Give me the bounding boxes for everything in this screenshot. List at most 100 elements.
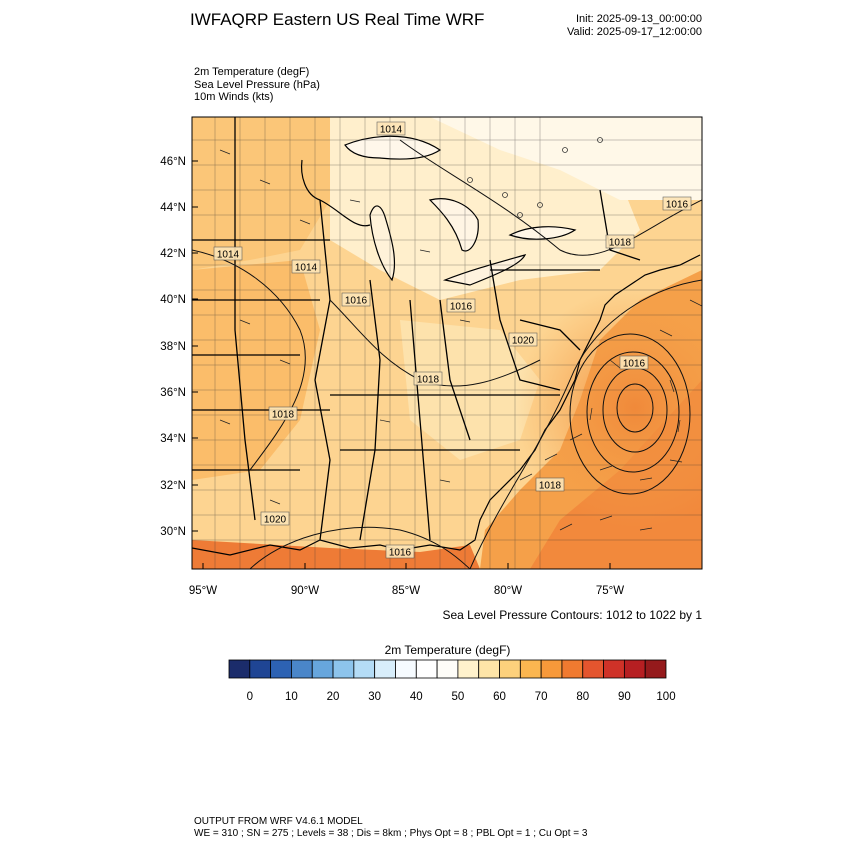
colorbar-box — [644, 659, 667, 679]
pressure-label: 1018 — [605, 234, 635, 249]
colorbar-tick-label: 0 — [247, 691, 253, 703]
pressure-label: 1014 — [291, 259, 321, 274]
svg-text:1016: 1016 — [450, 302, 473, 313]
pressure-label: 1016 — [385, 544, 415, 559]
colorbar-box — [270, 659, 292, 679]
colorbar-box — [249, 659, 272, 679]
calm-wind-circles — [467, 137, 603, 218]
colorbar-box — [540, 659, 563, 679]
svg-text:1016: 1016 — [345, 296, 368, 307]
pressure-label: 1016 — [619, 355, 649, 370]
page-title: IWFAQRP Eastern US Real Time WRF — [190, 10, 485, 29]
colorbar-tick-label: 10 — [285, 691, 298, 703]
field-pressure: Sea Level Pressure (hPa) — [194, 78, 320, 91]
colorbar-tick-labels: 0 10 20 30 40 50 60 70 80 90 100 — [247, 691, 676, 703]
pressure-label: 1018 — [268, 406, 298, 421]
gulf-warm-region — [192, 540, 480, 569]
map-field: 1014 1014 1014 1016 1016 1018 1020 1018 1020 1016… — [192, 117, 702, 569]
colorbar-title: 2m Temperature (degF) — [384, 643, 511, 657]
footer-config: WE = 310 ; SN = 275 ; Levels = 38 ; Dis … — [194, 828, 588, 839]
svg-text:1018: 1018 — [417, 375, 440, 386]
lon-label: 75°W — [596, 585, 624, 597]
contour-note: Sea Level Pressure Contours: 1012 to 102… — [442, 608, 703, 622]
colorbar-box — [311, 659, 334, 679]
svg-text:1016: 1016 — [623, 359, 646, 370]
lon-label: 90°W — [291, 585, 319, 597]
colorbar-tick-label: 60 — [493, 691, 506, 703]
lon-label: 95°W — [189, 585, 217, 597]
weather-map: 1014 1014 1014 1016 1016 1018 1020 1018 1020 1016… — [160, 116, 703, 597]
pressure-label: 1020 — [508, 332, 538, 347]
lat-label: 36°N — [160, 387, 186, 399]
northeast-cool-region — [430, 117, 702, 200]
lon-label: 85°W — [392, 585, 420, 597]
colorbar: 0 10 20 30 40 50 60 70 80 90 100 — [228, 659, 676, 703]
lat-label: 46°N — [160, 156, 186, 168]
lat-label: 34°N — [160, 433, 186, 445]
valid-time: Valid: 2025-09-17_12:00:00 — [567, 26, 702, 38]
run-times: Init: 2025-09-13_00:00:00 Valid: 2025-09… — [520, 13, 702, 39]
lake-ontario — [508, 226, 577, 240]
colorbar-box — [291, 659, 313, 679]
colorbar-box — [353, 659, 376, 679]
lat-label: 30°N — [160, 526, 186, 538]
pressure-label: 1020 — [260, 511, 290, 526]
pressure-label: 1018 — [535, 477, 565, 492]
colorbar-tick-label: 30 — [368, 691, 381, 703]
lake-huron — [428, 198, 479, 252]
svg-text:1016: 1016 — [389, 548, 412, 559]
pressure-label: 1016 — [341, 292, 371, 307]
colorbar-box — [478, 659, 500, 679]
svg-text:1014: 1014 — [295, 263, 318, 274]
colorbar-box — [374, 659, 396, 679]
colorbar-box — [582, 659, 604, 679]
colorbar-box — [603, 659, 625, 679]
field-temperature: 2m Temperature (degF) — [194, 66, 310, 78]
footer-model: OUTPUT FROM WRF V4.6.1 MODEL — [194, 816, 363, 827]
colorbar-tick-label: 70 — [535, 691, 548, 703]
colorbar-tick-label: 90 — [618, 691, 631, 703]
plains-warm-region — [192, 117, 330, 270]
colorbar-box — [457, 659, 480, 679]
colorbar-box — [561, 659, 584, 679]
pressure-label: 1016 — [446, 298, 476, 313]
lat-label: 44°N — [160, 202, 186, 214]
wind-barbs — [219, 149, 702, 531]
pressure-label: 1014 — [376, 121, 406, 136]
colorbar-box — [499, 659, 521, 679]
model-footer: OUTPUT FROM WRF V4.6.1 MODEL WE = 310 ; … — [194, 816, 587, 840]
colorbar-box — [519, 659, 542, 679]
colorbar-tick-label: 40 — [410, 691, 423, 703]
longitude-axis: 95°W 90°W 85°W 80°W 75°W — [189, 563, 624, 597]
pressure-labels: 1014 1014 1014 1016 1016 1018 1020 1018 1020 1016… — [213, 121, 692, 559]
colorbar-tick-label: 100 — [656, 691, 675, 703]
field-list: 2m Temperature (degF) Sea Level Pressure… — [194, 66, 320, 104]
latitude-axis: 46°N 44°N 42°N 40°N 38°N 36°N 34°N 32°N 30°N — [160, 156, 198, 538]
colorbar-boxes — [228, 659, 667, 679]
colorbar-tick-label: 20 — [327, 691, 340, 703]
colorbar-box — [332, 659, 355, 679]
init-time: Init: 2025-09-13_00:00:00 — [576, 13, 702, 25]
svg-text:1018: 1018 — [272, 410, 295, 421]
colorbar-tick-label: 80 — [576, 691, 589, 703]
svg-text:1018: 1018 — [539, 481, 562, 492]
colorbar-box — [415, 659, 438, 679]
colorbar-box — [228, 659, 251, 679]
pressure-label: 1016 — [662, 196, 692, 211]
pressure-label: 1018 — [413, 371, 443, 386]
colorbar-box — [436, 659, 459, 679]
low-pressure-warm-core — [515, 288, 702, 528]
lake-michigan — [369, 205, 396, 282]
lat-label: 38°N — [160, 341, 186, 353]
svg-text:1016: 1016 — [666, 200, 689, 211]
svg-text:1014: 1014 — [217, 250, 240, 261]
lat-label: 42°N — [160, 248, 186, 260]
svg-text:1020: 1020 — [512, 336, 535, 347]
county-grid — [192, 117, 702, 569]
lon-label: 80°W — [494, 585, 522, 597]
colorbar-box — [395, 659, 417, 679]
state-borders — [192, 117, 641, 541]
lat-label: 32°N — [160, 480, 186, 492]
pressure-label: 1014 — [213, 246, 243, 261]
map-frame — [191, 116, 703, 570]
